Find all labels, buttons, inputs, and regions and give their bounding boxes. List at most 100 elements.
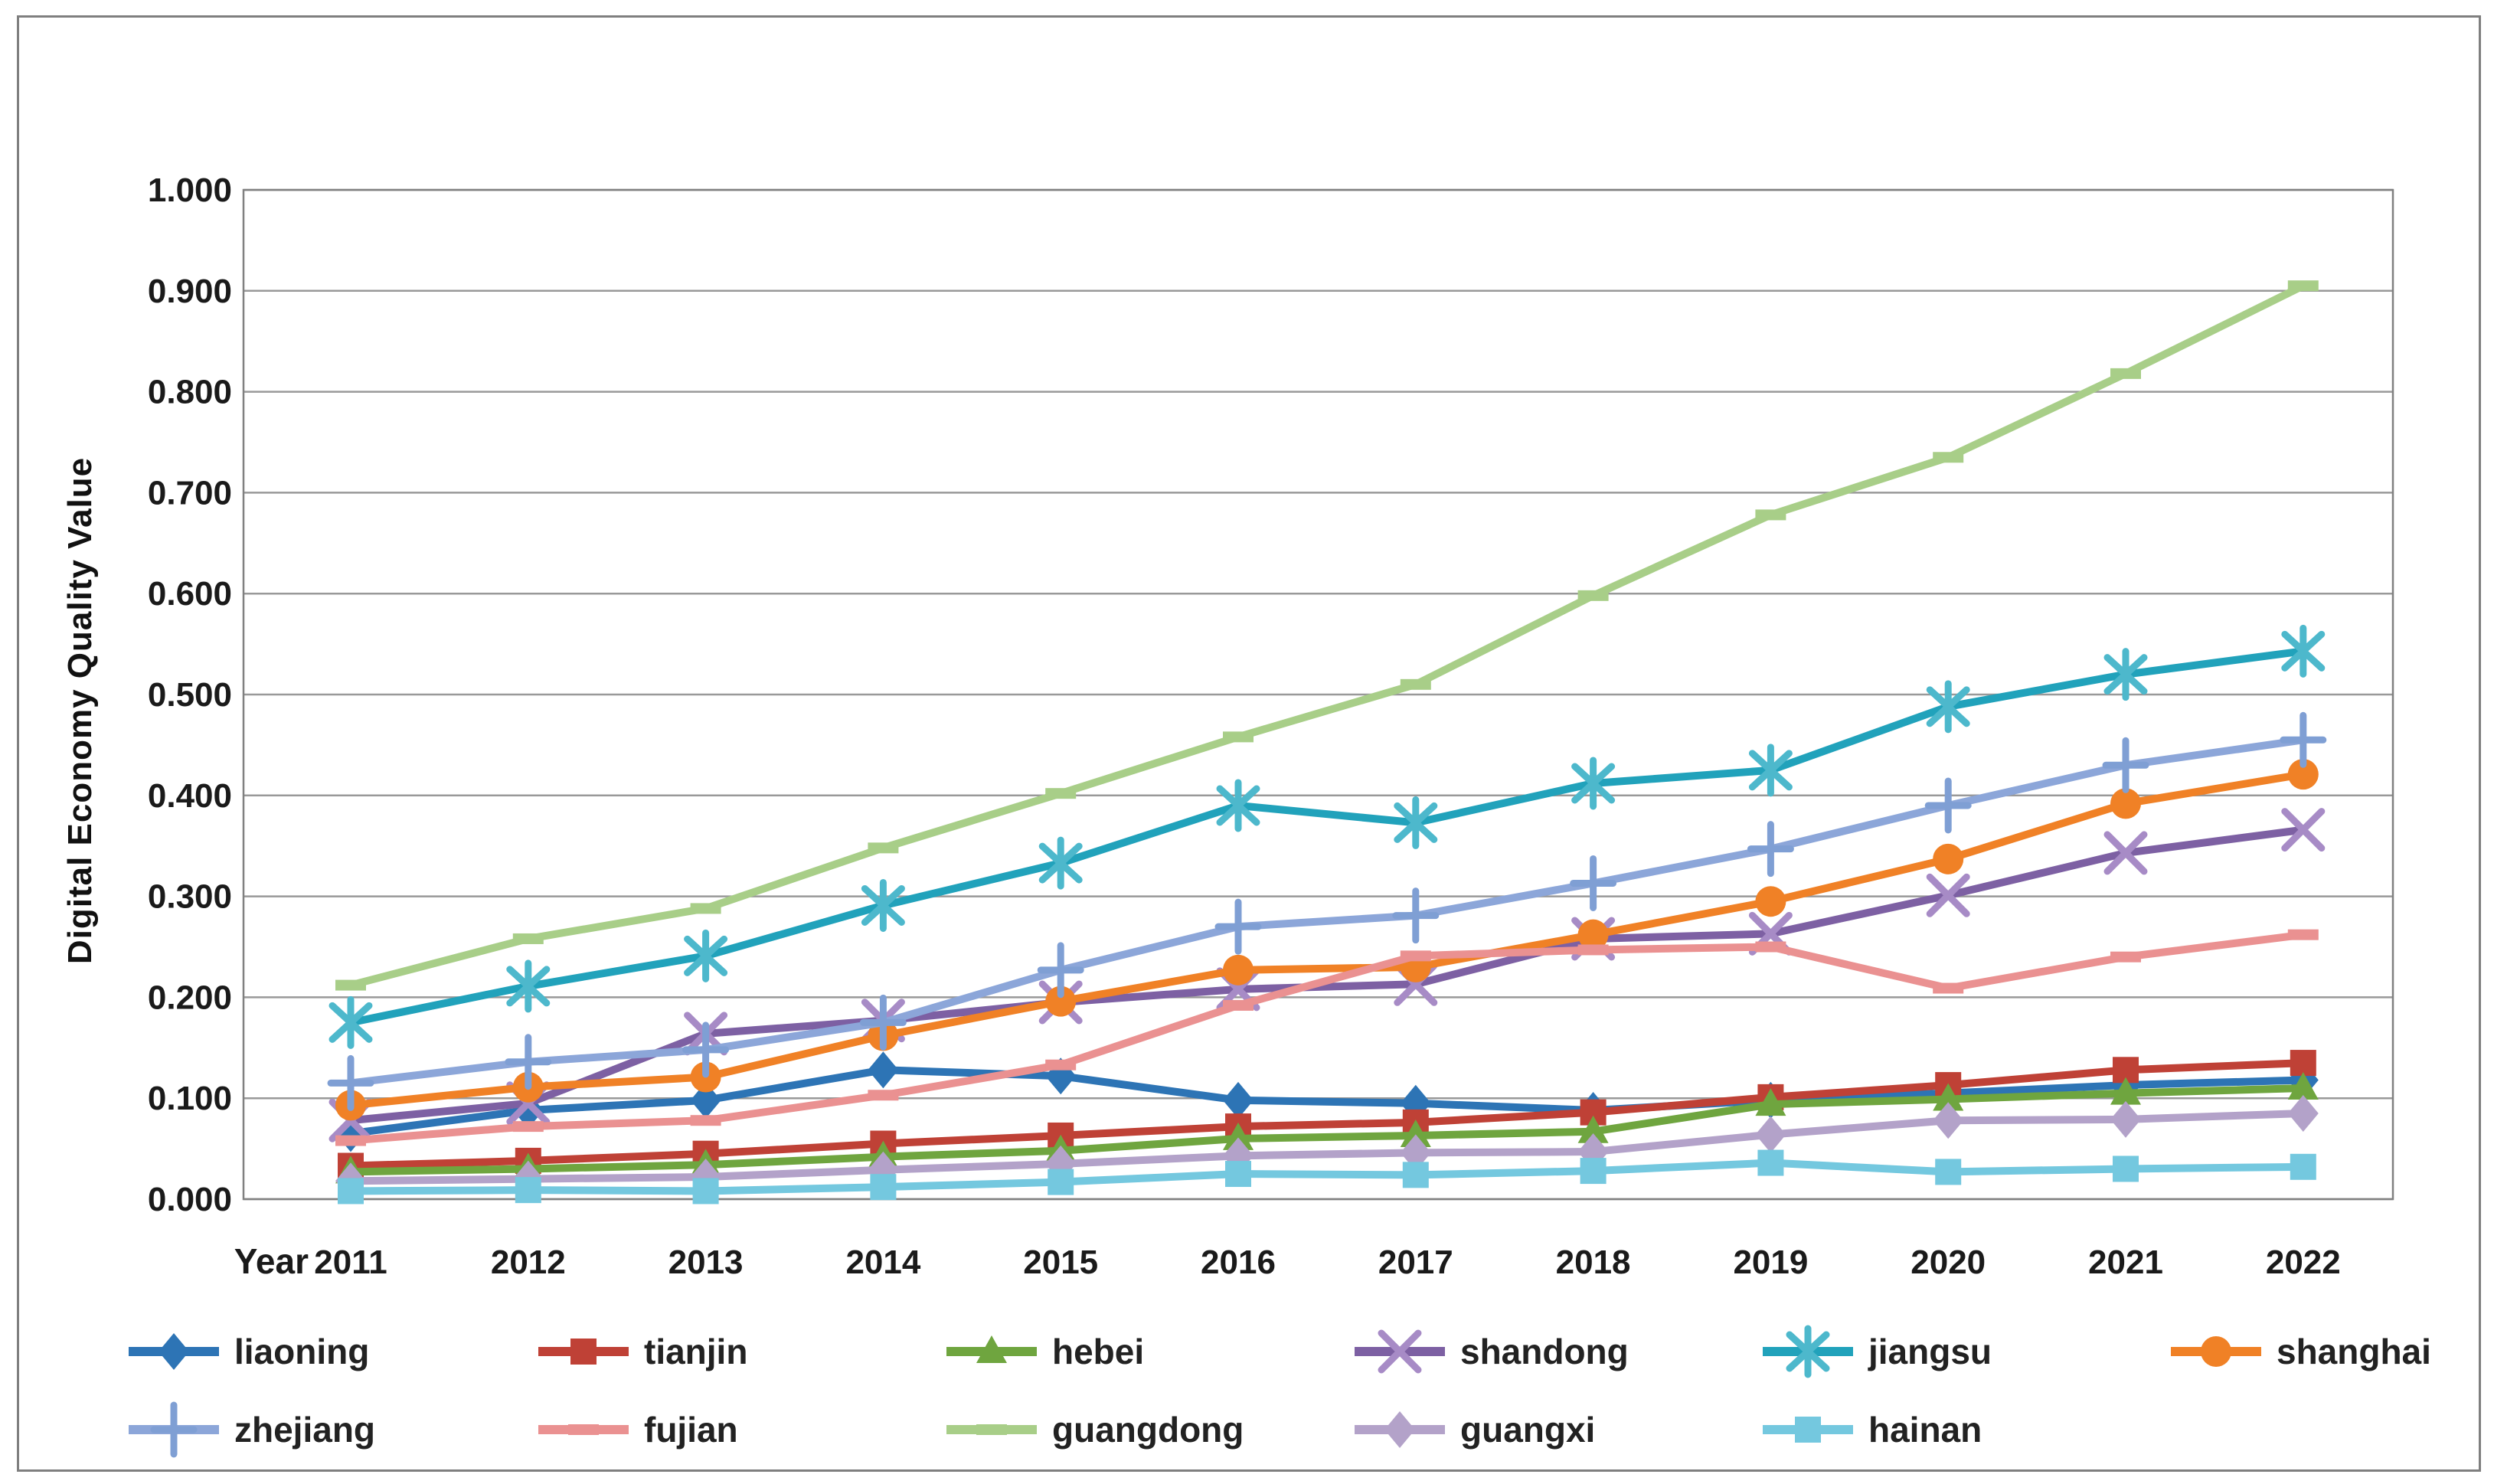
x-tick-label: 2019 bbox=[1733, 1244, 1808, 1281]
legend-shandong-x-marker bbox=[1378, 1329, 1422, 1374]
series-zhejiang-point-2022-plus-marker bbox=[2280, 711, 2327, 768]
series-line-jiangsu bbox=[347, 647, 2307, 1027]
series-line-hainan bbox=[347, 1159, 2307, 1195]
x-tick-label: 2015 bbox=[1023, 1244, 1098, 1281]
series-zhejiang-point-2013-plus-marker bbox=[682, 1021, 730, 1078]
series-hebei-point-2019-triangle-marker bbox=[1755, 1088, 1786, 1116]
series-zhejiang-point-2016-plus-marker bbox=[1214, 898, 1262, 955]
series-hainan-point-2011-square-marker bbox=[338, 1178, 364, 1205]
y-tick-label: 0.800 bbox=[148, 374, 232, 411]
series-guangxi-point-2020-diamond-marker bbox=[1933, 1102, 1964, 1139]
series-line-liaoning bbox=[347, 1066, 2307, 1138]
series-guangdong-point-2011-dash-marker bbox=[335, 979, 366, 991]
series-shandong-point-2021-x-marker bbox=[2103, 831, 2148, 875]
series-line-zhejiang bbox=[347, 736, 2307, 1087]
series-zhejiang-point-2021-plus-marker bbox=[2102, 737, 2149, 793]
series-zhejiang-point-2020-plus-marker bbox=[1924, 777, 1972, 834]
series-guangdong-point-2017-dash-marker bbox=[1400, 678, 1431, 690]
series-liaoning-point-2016-diamond-marker bbox=[1223, 1081, 1254, 1119]
series-zhejiang-point-2015-plus-marker bbox=[1037, 942, 1084, 999]
series-line-shanghai bbox=[347, 770, 2307, 1110]
x-tick-label: 2022 bbox=[2266, 1244, 2341, 1281]
x-tick-label: 2021 bbox=[2088, 1244, 2163, 1281]
series-jiangsu-point-2022-asterisk-marker bbox=[2281, 624, 2326, 678]
series-hainan-point-2013-square-marker bbox=[692, 1178, 719, 1205]
series-line-tianjin bbox=[347, 1059, 2307, 1170]
series-shanghai-point-2018-circle-marker bbox=[1577, 919, 1609, 950]
series-hainan-point-2016-square-marker bbox=[1225, 1161, 1251, 1188]
x-tick-label: 2016 bbox=[1201, 1244, 1276, 1281]
series-hebei-point-2022-triangle-marker bbox=[2287, 1072, 2319, 1100]
series-hainan-point-2020-square-marker bbox=[1935, 1159, 1962, 1185]
x-tick-label: 2014 bbox=[845, 1244, 920, 1281]
x-tick-label: 2018 bbox=[1556, 1244, 1631, 1281]
legend-fujian-dash-marker bbox=[568, 1424, 599, 1435]
x-tick-label: 2011 bbox=[314, 1244, 387, 1281]
series-fujian-point-2015-dash-marker bbox=[1045, 1059, 1077, 1071]
legend-label-shandong: shandong bbox=[1460, 1332, 1629, 1371]
series-jiangsu-point-2018-asterisk-marker bbox=[1571, 757, 1616, 810]
series-jiangsu-point-2014-asterisk-marker bbox=[861, 878, 905, 932]
y-tick-label: 0.900 bbox=[148, 273, 232, 310]
series-jiangsu-point-2016-asterisk-marker bbox=[1216, 779, 1260, 832]
series-guangdong-point-2016-dash-marker bbox=[1223, 731, 1254, 743]
series-guangdong-point-2015-dash-marker bbox=[1045, 788, 1077, 799]
x-tick-label: 2013 bbox=[668, 1244, 744, 1281]
legend-label-fujian: fujian bbox=[644, 1410, 738, 1450]
series-hainan-point-2021-square-marker bbox=[2113, 1155, 2139, 1182]
series-fujian-point-2020-dash-marker bbox=[1933, 982, 1964, 994]
series-guangdong-point-2018-dash-marker bbox=[1577, 590, 1609, 601]
series-zhejiang-point-2017-plus-marker bbox=[1392, 887, 1440, 944]
series-fujian-point-2017-dash-marker bbox=[1400, 950, 1431, 962]
series-jiangsu-point-2011-asterisk-marker bbox=[329, 995, 373, 1049]
series-line-hebei bbox=[347, 1084, 2307, 1176]
legend-label-shanghai: shanghai bbox=[2277, 1332, 2431, 1371]
series-hainan-point-2012-square-marker bbox=[515, 1177, 541, 1204]
y-tick-label: 0.500 bbox=[148, 676, 232, 714]
series-zhejiang-point-2014-plus-marker bbox=[859, 994, 907, 1051]
series-shanghai-point-2015-circle-marker bbox=[1045, 986, 1077, 1017]
series-hainan-point-2019-square-marker bbox=[1757, 1149, 1784, 1176]
series-shanghai-point-2019-circle-marker bbox=[1755, 886, 1786, 917]
series-guangxi-point-2019-diamond-marker bbox=[1755, 1116, 1786, 1153]
series-jiangsu-point-2020-asterisk-marker bbox=[1926, 680, 1970, 734]
series-hebei-point-2016-triangle-marker bbox=[1223, 1122, 1254, 1150]
series-fujian-point-2013-dash-marker bbox=[690, 1115, 721, 1126]
y-tick-label: 0.400 bbox=[148, 777, 232, 815]
series-fujian-point-2021-dash-marker bbox=[2110, 951, 2141, 963]
series-line-shandong bbox=[347, 825, 2307, 1125]
series-jiangsu-point-2015-asterisk-marker bbox=[1038, 836, 1083, 890]
legend-label-zhejiang: zhejiang bbox=[234, 1410, 375, 1450]
legend-label-guangxi: guangxi bbox=[1460, 1410, 1595, 1450]
legend-jiangsu-asterisk-marker bbox=[1786, 1325, 1830, 1378]
series-shandong-point-2022-x-marker bbox=[2281, 808, 2326, 852]
series-hainan-point-2018-square-marker bbox=[1580, 1158, 1607, 1185]
series-jiangsu-point-2021-asterisk-marker bbox=[2103, 648, 2148, 701]
series-liaoning-point-2014-diamond-marker bbox=[868, 1051, 899, 1089]
series-guangdong-point-2012-dash-marker bbox=[512, 933, 544, 944]
legend-label-tianjin: tianjin bbox=[644, 1332, 747, 1371]
y-tick-label: 0.200 bbox=[148, 979, 232, 1016]
series-guangdong-point-2021-dash-marker bbox=[2110, 368, 2141, 379]
series-fujian-point-2016-dash-marker bbox=[1223, 999, 1254, 1011]
series-guangdong-point-2019-dash-marker bbox=[1755, 509, 1786, 521]
series-guangdong-point-2022-dash-marker bbox=[2287, 280, 2319, 292]
y-tick-label: 0.700 bbox=[148, 474, 232, 512]
line-chart: 0.000 0.100 0.200 0.300 0.400 0.500 0.600 0.700… bbox=[129, 172, 2431, 1458]
series-hainan-point-2014-square-marker bbox=[870, 1174, 897, 1201]
series-zhejiang-point-2018-plus-marker bbox=[1570, 855, 1617, 911]
series-hainan-point-2022-square-marker bbox=[2290, 1153, 2316, 1180]
legend-label-hebei: hebei bbox=[1052, 1332, 1144, 1371]
series-zhejiang-point-2011-plus-marker bbox=[327, 1054, 374, 1111]
series-hainan-point-2017-square-marker bbox=[1402, 1162, 1429, 1188]
y-tick-label: 0.000 bbox=[148, 1181, 232, 1218]
series-shanghai-point-2016-circle-marker bbox=[1223, 954, 1254, 986]
series-shanghai-point-2022-circle-marker bbox=[2287, 759, 2319, 790]
series-hebei-point-2020-triangle-marker bbox=[1933, 1083, 1964, 1111]
x-tick-label: 2017 bbox=[1378, 1244, 1453, 1281]
legend-label-jiangsu: jiangsu bbox=[1868, 1332, 1992, 1371]
legend-liaoning-diamond-marker bbox=[159, 1333, 189, 1370]
legend-hainan-square-marker bbox=[1795, 1417, 1821, 1443]
x-tick-label: 2012 bbox=[491, 1244, 566, 1281]
series-hainan-point-2015-square-marker bbox=[1048, 1169, 1074, 1195]
